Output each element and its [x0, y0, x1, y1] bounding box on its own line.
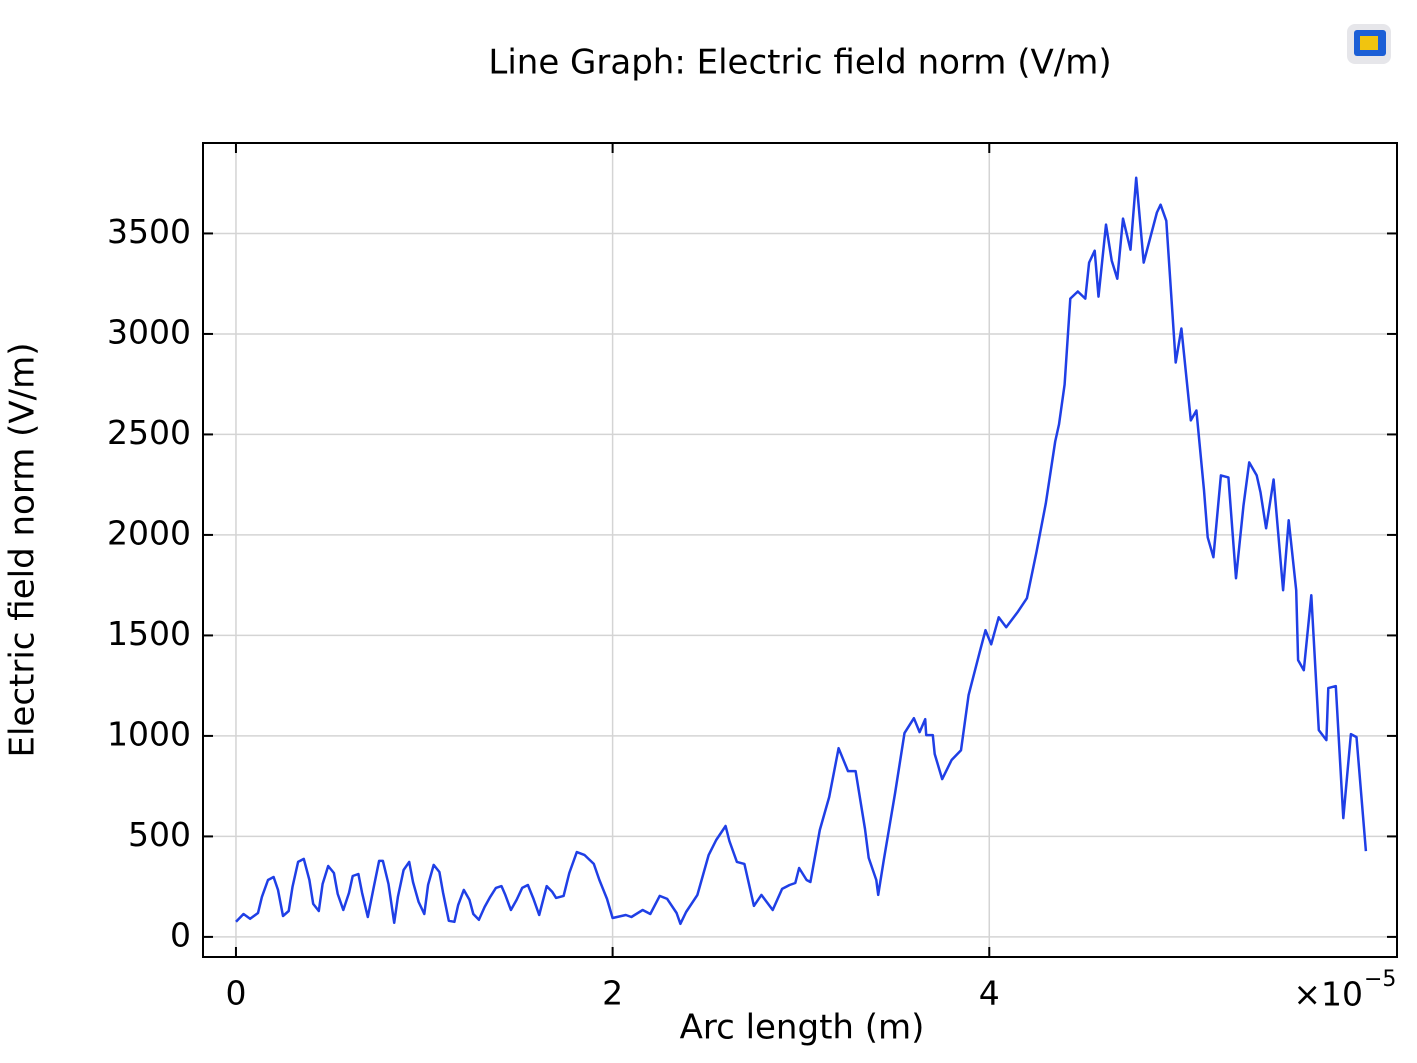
- app-icon: [1347, 24, 1391, 64]
- x-multiplier: ×10: [1293, 975, 1363, 1014]
- y-tick-label: 1000: [107, 714, 191, 753]
- y-tick-label: 2000: [107, 513, 191, 552]
- plot-frame: [202, 142, 1398, 958]
- y-tick-label: 3500: [107, 212, 191, 251]
- chart-title: Line Graph: Electric field norm (V/m): [488, 43, 1111, 83]
- x-tick-label: 4: [979, 974, 1000, 1013]
- x-tick-label: 0: [225, 974, 246, 1013]
- y-tick-label: 1500: [107, 614, 191, 653]
- y-tick-label: 3000: [107, 312, 191, 351]
- x-exponent: −5: [1364, 967, 1396, 992]
- x-axis-label: Arc length (m): [680, 1008, 925, 1048]
- x-tick-label: 2: [602, 974, 623, 1013]
- data-line: [235, 176, 1368, 926]
- y-axis-label: Electric field norm (V/m): [3, 343, 43, 758]
- y-tick-label: 0: [170, 915, 191, 954]
- y-tick-label: 2500: [107, 413, 191, 452]
- y-tick-label: 500: [128, 815, 191, 854]
